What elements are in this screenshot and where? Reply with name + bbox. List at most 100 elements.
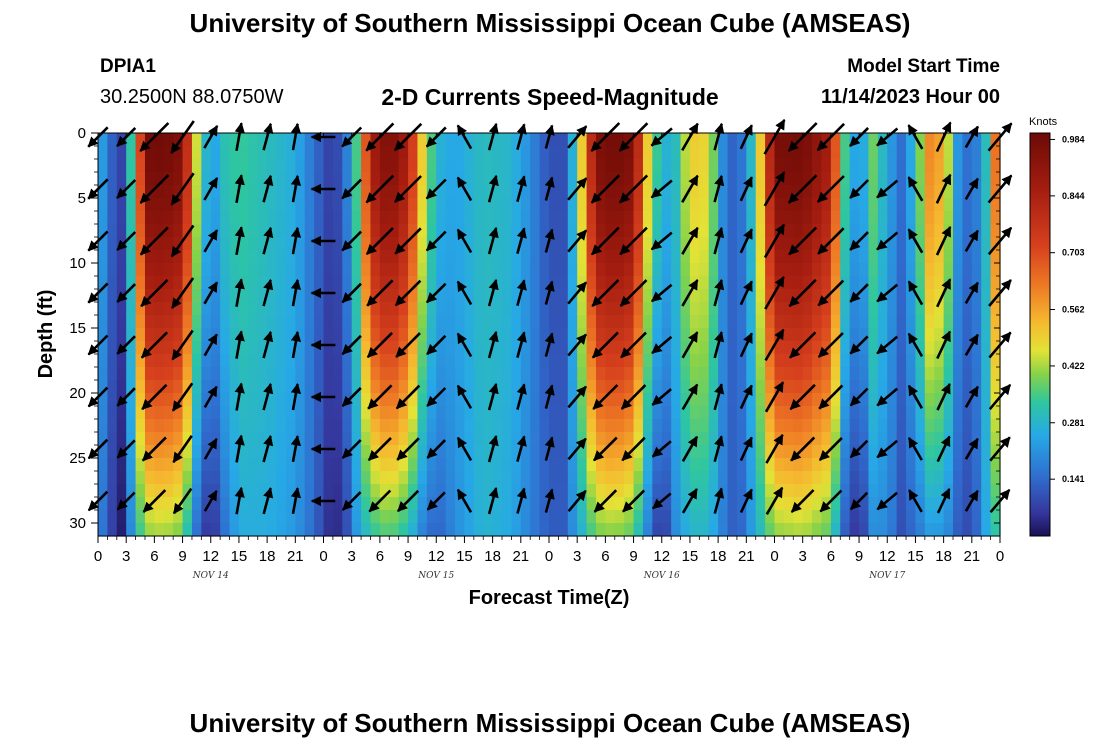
heatmap-cell	[671, 133, 682, 147]
heatmap-cell	[257, 510, 268, 524]
heatmap-cell	[614, 289, 625, 303]
heatmap-cell	[229, 276, 240, 290]
heatmap-cell	[483, 471, 494, 485]
heatmap-cell	[126, 380, 137, 394]
heatmap-cell	[182, 289, 193, 303]
heatmap-cell	[379, 302, 390, 316]
heatmap-cell	[953, 289, 964, 303]
heatmap-cell	[98, 315, 108, 329]
heatmap-cell	[492, 211, 503, 225]
heatmap-cell	[699, 237, 710, 251]
y-tick-label: 15	[69, 320, 86, 337]
heatmap-cell	[295, 406, 306, 420]
heatmap-cell	[201, 250, 212, 264]
heatmap-cell	[849, 211, 860, 225]
heatmap-cell	[426, 484, 437, 498]
heatmap-cell	[511, 341, 522, 355]
heatmap-cell	[567, 263, 578, 277]
heatmap-cell	[652, 302, 663, 316]
current-vector-arrow	[394, 175, 423, 203]
current-vector-arrow	[516, 175, 527, 203]
heatmap-cell	[342, 250, 353, 264]
heatmap-cell	[473, 523, 484, 537]
heatmap-cell	[755, 341, 766, 355]
heatmap-cell	[445, 380, 456, 394]
x-tick-label: 21	[738, 548, 755, 565]
heatmap-cell	[896, 328, 907, 342]
heatmap-cell	[605, 484, 616, 498]
heatmap-cell	[135, 302, 146, 316]
heatmap-cell	[962, 250, 973, 264]
heatmap-cell	[473, 471, 484, 485]
heatmap-cell	[765, 380, 776, 394]
heatmap-cell	[671, 237, 682, 251]
heatmap-cell	[323, 263, 334, 277]
heatmap-cell	[126, 185, 137, 199]
heatmap-cell	[549, 211, 559, 225]
heatmap-cell	[201, 211, 212, 225]
heatmap-cell	[718, 354, 729, 368]
heatmap-cell	[98, 406, 108, 420]
heatmap-cell	[267, 146, 278, 160]
heatmap-cell	[492, 250, 503, 264]
current-vector-arrow	[764, 276, 785, 310]
heatmap-cell	[624, 172, 635, 186]
heatmap-cell	[708, 523, 719, 537]
heatmap-cell	[689, 510, 700, 524]
heatmap-cell	[426, 263, 437, 277]
heatmap-cell	[351, 523, 362, 537]
heatmap-cell	[567, 406, 578, 420]
heatmap-cell	[859, 237, 870, 251]
heatmap-cell	[464, 133, 475, 147]
heatmap-cell	[248, 445, 259, 459]
heatmap-cell	[220, 211, 231, 225]
heatmap-cell	[257, 484, 268, 498]
heatmap-cell	[361, 250, 372, 264]
heatmap-cell	[765, 445, 776, 459]
heatmap-cell	[727, 172, 738, 186]
heatmap-cell	[342, 315, 353, 329]
heatmap-cell	[671, 146, 682, 160]
heatmap-cell	[746, 185, 757, 199]
speed-heatmap	[98, 133, 1001, 537]
heatmap-cell	[614, 172, 625, 186]
heatmap-cell	[191, 419, 202, 433]
heatmap-cell	[295, 289, 306, 303]
heatmap-cell	[417, 445, 428, 459]
heatmap-cell	[549, 146, 559, 160]
heatmap-cell	[107, 497, 118, 511]
heatmap-cell	[577, 211, 588, 225]
heatmap-cell	[276, 341, 287, 355]
heatmap-cell	[859, 458, 870, 472]
heatmap-cell	[332, 237, 343, 251]
heatmap-cell	[173, 328, 184, 342]
heatmap-cell	[877, 211, 888, 225]
heatmap-cell	[267, 354, 278, 368]
heatmap-cell	[107, 432, 118, 446]
heatmap-cell	[896, 406, 907, 420]
heatmap-cell	[943, 133, 954, 147]
heatmap-cell	[868, 224, 879, 238]
heatmap-cell	[492, 393, 503, 407]
heatmap-cell	[520, 198, 531, 212]
current-vector-arrow	[713, 331, 725, 359]
heatmap-cell	[502, 237, 513, 251]
heatmap-cell	[379, 211, 390, 225]
heatmap-cell	[783, 354, 794, 368]
current-vector-arrow	[651, 440, 672, 458]
heatmap-cell	[953, 315, 964, 329]
heatmap-cell	[830, 341, 841, 355]
heatmap-cell	[295, 445, 306, 459]
heatmap-cell	[530, 510, 541, 524]
heatmap-cell	[887, 328, 898, 342]
heatmap-cell	[896, 250, 907, 264]
heatmap-cell	[774, 419, 785, 433]
heatmap-cell	[671, 497, 682, 511]
current-vector-arrow	[456, 228, 473, 254]
x-tick-label: 9	[404, 548, 412, 565]
heatmap-cell	[464, 211, 475, 225]
heatmap-cell	[633, 432, 644, 446]
heatmap-cell	[915, 198, 926, 212]
heatmap-cell	[154, 133, 165, 147]
heatmap-cell	[445, 146, 456, 160]
